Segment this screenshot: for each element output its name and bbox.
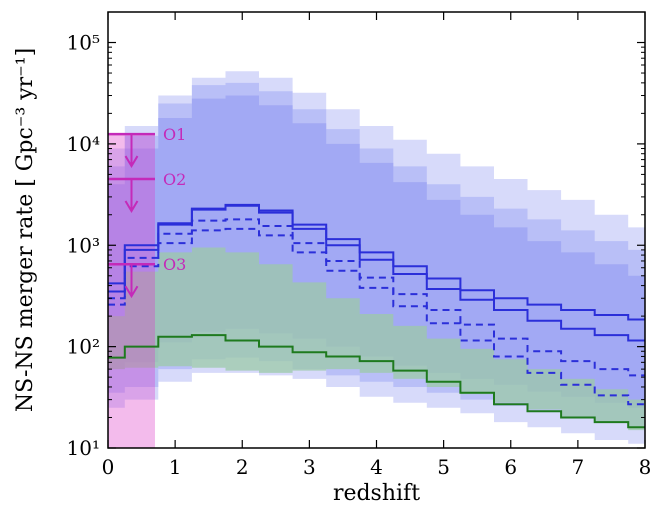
y-tick-label: 10² bbox=[67, 335, 100, 359]
axes: 0 1 2 3 4 5 6 7 8 10¹ 10² 10³ 10⁴ 10⁵ bbox=[67, 12, 652, 479]
x-tick-label: 5 bbox=[437, 455, 450, 479]
y-tick-label: 10¹ bbox=[67, 436, 100, 460]
x-tick-label: 3 bbox=[303, 455, 316, 479]
series-line-5 bbox=[108, 334, 645, 429]
series-line-4 bbox=[108, 227, 645, 406]
rate-curves bbox=[108, 203, 645, 429]
limit-o3-arrow-head bbox=[124, 285, 139, 299]
y-tick-label: 10³ bbox=[67, 233, 100, 257]
x-tick-label: 8 bbox=[639, 455, 652, 479]
x-tick-label: 6 bbox=[504, 455, 517, 479]
x-axis-label: redshift bbox=[333, 481, 420, 506]
limit-o1-label: O1 bbox=[163, 125, 186, 144]
confidence-bands bbox=[108, 71, 645, 444]
x-tick-label: 7 bbox=[572, 455, 585, 479]
x-tick-label: 1 bbox=[169, 455, 182, 479]
series-line-2 bbox=[108, 204, 645, 342]
limit-o3-label: O3 bbox=[163, 255, 186, 274]
limit-o2-arrow-head bbox=[124, 200, 139, 213]
x-tick-label: 2 bbox=[236, 455, 249, 479]
limit-o2-label: O2 bbox=[163, 170, 186, 189]
y-axis-label: NS-NS merger rate [ Gpc⁻³ yr⁻¹] bbox=[13, 48, 38, 412]
x-tick-label: 0 bbox=[102, 455, 115, 479]
limit-o1-arrow-head bbox=[124, 155, 139, 169]
band-4 bbox=[108, 247, 645, 431]
y-tick-label: 10⁴ bbox=[67, 132, 100, 156]
y-tick-label: 10⁵ bbox=[67, 31, 100, 55]
x-tick-label: 4 bbox=[370, 455, 383, 479]
upper-limits: O1 O2 O3 bbox=[108, 125, 186, 299]
